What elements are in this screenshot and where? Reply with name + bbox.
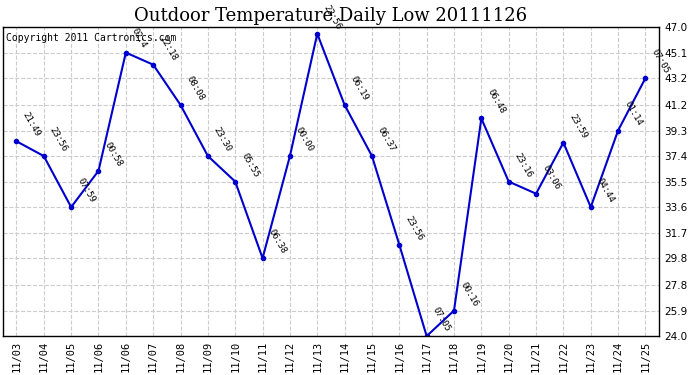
Text: 22:18: 22:18 bbox=[157, 34, 179, 62]
Text: 05:55: 05:55 bbox=[239, 151, 261, 179]
Text: Copyright 2011 Cartronics.com: Copyright 2011 Cartronics.com bbox=[6, 33, 177, 43]
Text: 00:16: 00:16 bbox=[458, 280, 480, 308]
Text: 23:59: 23:59 bbox=[568, 112, 589, 140]
Text: 23:56: 23:56 bbox=[404, 214, 425, 242]
Text: 07:05: 07:05 bbox=[649, 48, 671, 75]
Text: 21:49: 21:49 bbox=[21, 111, 42, 138]
Title: Outdoor Temperature Daily Low 20111126: Outdoor Temperature Daily Low 20111126 bbox=[135, 8, 528, 26]
Text: 08:08: 08:08 bbox=[185, 74, 206, 102]
Text: 02:4: 02:4 bbox=[130, 27, 148, 50]
Text: 23:56: 23:56 bbox=[48, 126, 69, 153]
Text: 06:37: 06:37 bbox=[376, 126, 397, 153]
Text: 01:14: 01:14 bbox=[622, 100, 644, 128]
Text: 00:58: 00:58 bbox=[103, 140, 124, 168]
Text: 07:59: 07:59 bbox=[75, 177, 97, 204]
Text: 23:16: 23:16 bbox=[513, 151, 534, 179]
Text: 23:56: 23:56 bbox=[322, 3, 343, 31]
Text: 06:48: 06:48 bbox=[486, 88, 506, 116]
Text: 06:38: 06:38 bbox=[267, 228, 288, 255]
Text: 00:00: 00:00 bbox=[294, 126, 315, 153]
Text: 04:44: 04:44 bbox=[595, 177, 616, 204]
Text: 07:05: 07:05 bbox=[431, 306, 452, 333]
Text: 03:06: 03:06 bbox=[540, 163, 562, 191]
Text: 23:30: 23:30 bbox=[212, 126, 233, 153]
Text: 06:19: 06:19 bbox=[348, 74, 370, 102]
